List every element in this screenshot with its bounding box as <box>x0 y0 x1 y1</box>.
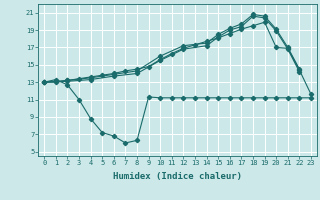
X-axis label: Humidex (Indice chaleur): Humidex (Indice chaleur) <box>113 172 242 181</box>
